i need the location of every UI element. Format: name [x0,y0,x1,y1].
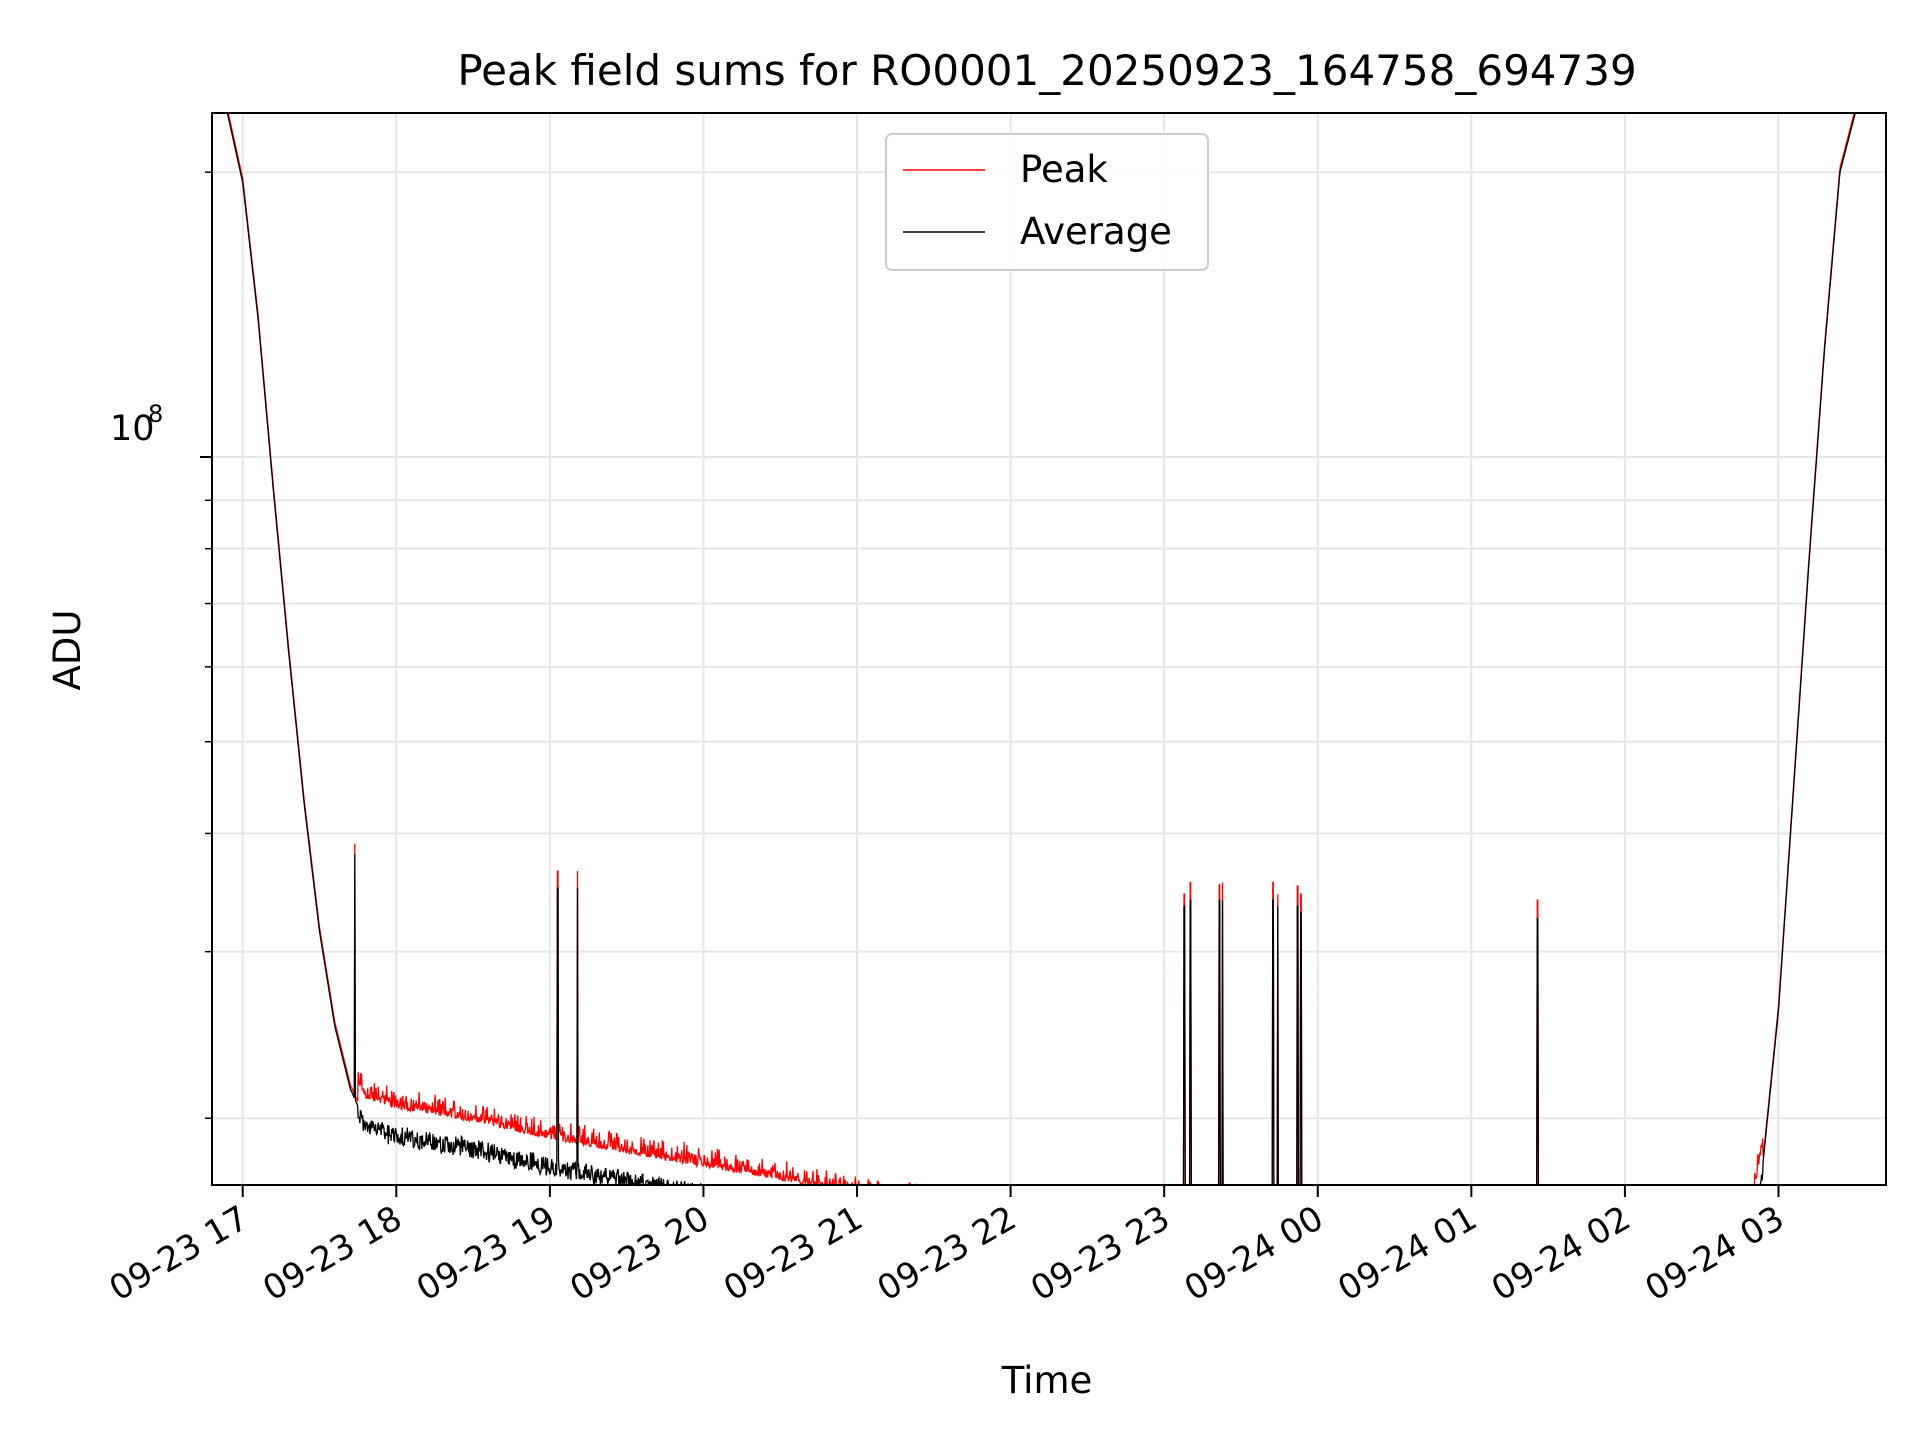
chart-title: Peak field sums for RO0001_20250923_1647… [457,46,1636,95]
legend-box [885,133,1209,271]
legend: Peak Average [885,133,1209,271]
legend-peak-label: Peak [1020,148,1108,191]
y-tick-exponent: 8 [148,400,163,428]
plot-area-frame [211,112,1887,1186]
y-tick-base: 10 [110,409,155,449]
y-tick-label-1e8: 10 8 [110,400,163,449]
x-axis-label: Time [1001,1359,1093,1402]
legend-average-label: Average [1020,210,1172,253]
y-axis-label: ADU [46,610,89,691]
